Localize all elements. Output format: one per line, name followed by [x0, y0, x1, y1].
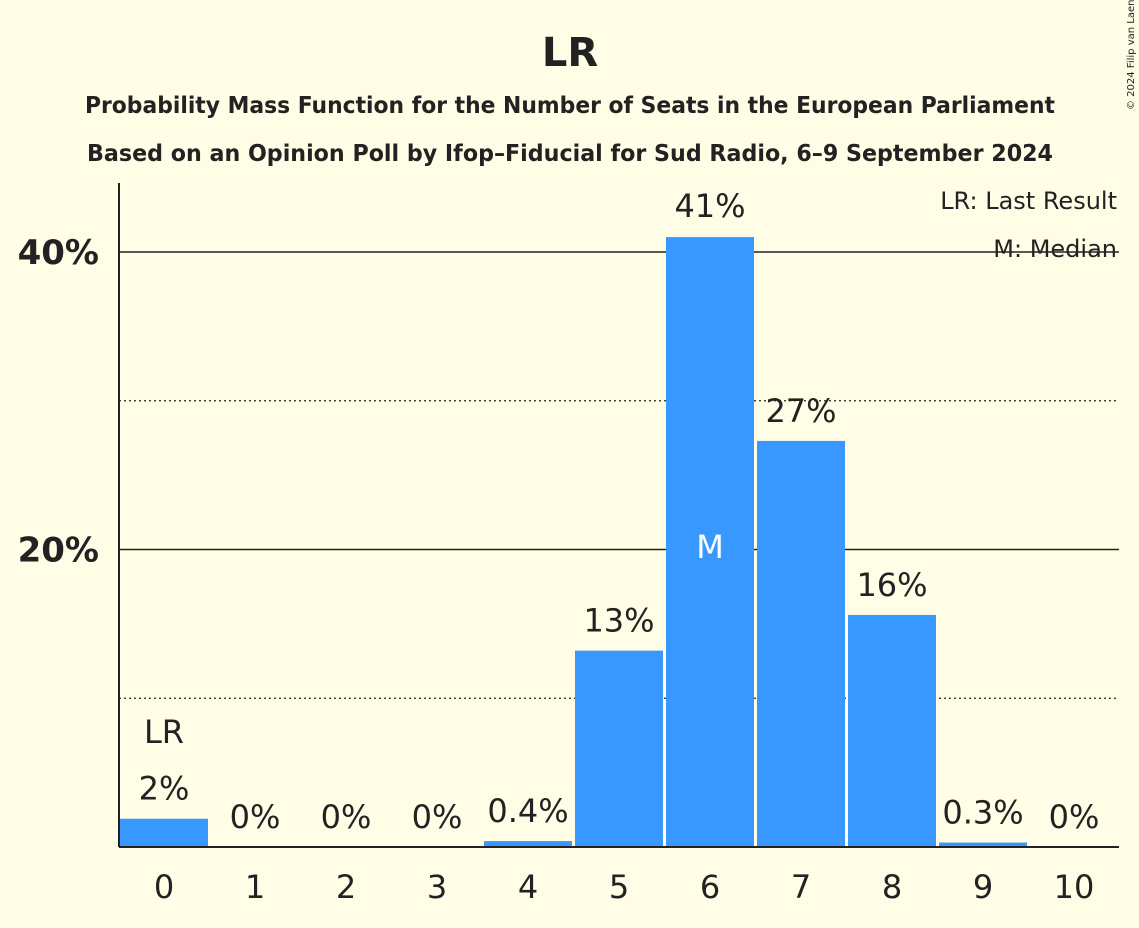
median-marker: M: [696, 528, 724, 566]
bar-6: [666, 237, 754, 847]
value-label-9: 0.3%: [942, 794, 1023, 832]
y-tick-label-1: 40%: [18, 233, 99, 273]
axes: 20% 40%: [18, 183, 1119, 848]
chart-subtitle-1: Probability Mass Function for the Number…: [85, 93, 1055, 119]
bar-5: [575, 650, 663, 847]
bar-8: [848, 614, 936, 847]
value-label-0: 2%: [139, 770, 190, 808]
x-tick-label-1: 1: [245, 868, 265, 906]
value-label-1: 0%: [230, 798, 281, 836]
x-tick-label-8: 8: [882, 868, 902, 906]
value-label-6: 41%: [674, 187, 745, 225]
legend-last-result: LR: Last Result: [940, 187, 1117, 215]
copyright-notice: © 2024 Filip van Laenen: [1126, 0, 1137, 110]
chart-title: LR: [542, 30, 598, 76]
chart-subtitle-2: Based on an Opinion Poll by Ifop–Fiducia…: [87, 141, 1053, 167]
bars: [120, 237, 1027, 847]
value-label-4: 0.4%: [487, 792, 568, 830]
value-label-3: 0%: [412, 798, 463, 836]
bar-0: [120, 818, 208, 847]
value-label-5: 13%: [583, 602, 654, 640]
value-label-10: 0%: [1049, 798, 1100, 836]
x-tick-label-10: 10: [1054, 868, 1095, 906]
x-tick-label-2: 2: [336, 868, 356, 906]
x-tick-label-0: 0: [154, 868, 174, 906]
bar-9: [939, 842, 1027, 847]
legend-median: M: Median: [993, 235, 1117, 263]
legend: LR: Last Result M: Median: [940, 187, 1117, 263]
x-tick-label-5: 5: [609, 868, 629, 906]
value-label-8: 16%: [856, 566, 927, 604]
bar-4: [484, 841, 572, 847]
labels: 2% 0 0% 1 0% 2 0% 3 0.4% 4 13% 5 41% 6 27% 7 16% 8 0.3% 9 0%…: [139, 187, 1100, 906]
value-label-2: 0%: [321, 798, 372, 836]
x-tick-label-3: 3: [427, 868, 447, 906]
last-result-marker: LR: [144, 713, 184, 751]
x-tick-label-6: 6: [700, 868, 720, 906]
x-tick-label-7: 7: [791, 868, 811, 906]
y-tick-label-0: 20%: [18, 531, 99, 571]
bar-7: [757, 440, 845, 847]
x-tick-label-9: 9: [973, 868, 993, 906]
x-tick-label-4: 4: [518, 868, 538, 906]
value-label-7: 27%: [765, 392, 836, 430]
